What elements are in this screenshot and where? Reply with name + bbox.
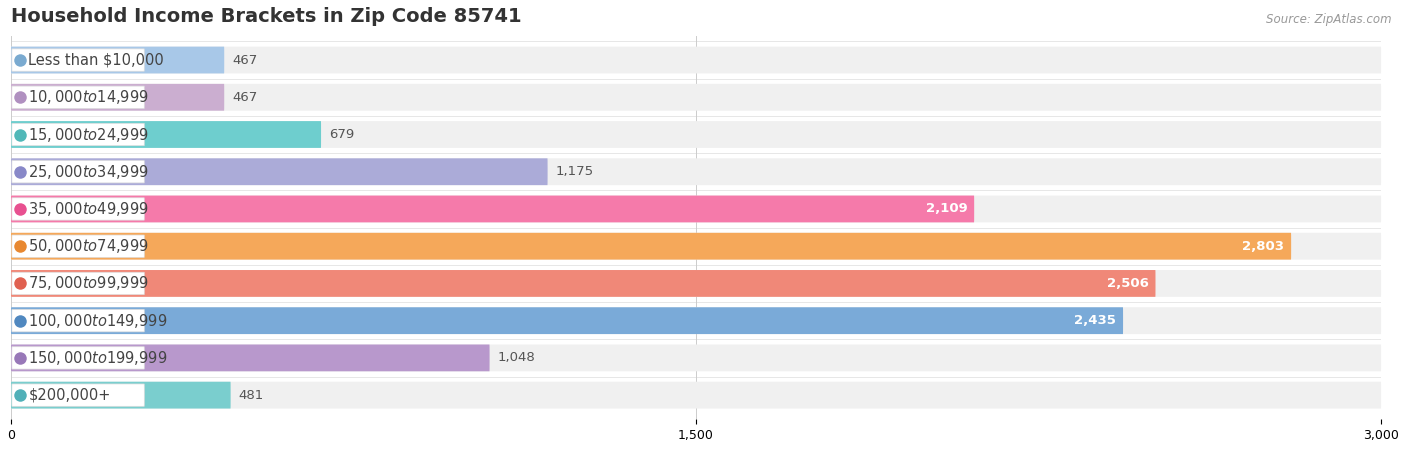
FancyBboxPatch shape — [11, 161, 145, 183]
Text: 467: 467 — [232, 91, 257, 104]
Text: $75,000 to $99,999: $75,000 to $99,999 — [28, 274, 149, 292]
Text: $15,000 to $24,999: $15,000 to $24,999 — [28, 126, 149, 144]
Text: $100,000 to $149,999: $100,000 to $149,999 — [28, 312, 167, 330]
Text: 2,435: 2,435 — [1074, 314, 1116, 327]
Text: $200,000+: $200,000+ — [28, 387, 111, 403]
Text: $150,000 to $199,999: $150,000 to $199,999 — [28, 349, 167, 367]
Text: $35,000 to $49,999: $35,000 to $49,999 — [28, 200, 149, 218]
FancyBboxPatch shape — [11, 158, 547, 185]
Text: Source: ZipAtlas.com: Source: ZipAtlas.com — [1267, 13, 1392, 26]
Text: $25,000 to $34,999: $25,000 to $34,999 — [28, 163, 149, 181]
Text: 679: 679 — [329, 128, 354, 141]
FancyBboxPatch shape — [11, 86, 145, 109]
FancyBboxPatch shape — [11, 235, 145, 257]
Text: 1,048: 1,048 — [498, 352, 536, 365]
FancyBboxPatch shape — [11, 233, 1381, 260]
FancyBboxPatch shape — [11, 384, 145, 406]
FancyBboxPatch shape — [11, 270, 1381, 297]
FancyBboxPatch shape — [11, 270, 1156, 297]
Text: 2,803: 2,803 — [1243, 240, 1284, 253]
Text: $50,000 to $74,999: $50,000 to $74,999 — [28, 237, 149, 255]
Text: 1,175: 1,175 — [555, 165, 593, 178]
FancyBboxPatch shape — [11, 382, 231, 409]
FancyBboxPatch shape — [11, 84, 224, 110]
FancyBboxPatch shape — [11, 307, 1381, 334]
Text: 467: 467 — [232, 53, 257, 66]
FancyBboxPatch shape — [11, 309, 145, 332]
Text: Less than $10,000: Less than $10,000 — [28, 53, 165, 67]
FancyBboxPatch shape — [11, 344, 1381, 371]
FancyBboxPatch shape — [11, 344, 489, 371]
FancyBboxPatch shape — [11, 158, 1381, 185]
Text: 2,506: 2,506 — [1107, 277, 1149, 290]
FancyBboxPatch shape — [11, 196, 974, 222]
FancyBboxPatch shape — [11, 307, 1123, 334]
FancyBboxPatch shape — [11, 382, 1381, 409]
FancyBboxPatch shape — [11, 84, 1381, 110]
FancyBboxPatch shape — [11, 47, 1381, 74]
Text: Household Income Brackets in Zip Code 85741: Household Income Brackets in Zip Code 85… — [11, 7, 522, 26]
FancyBboxPatch shape — [11, 49, 145, 71]
FancyBboxPatch shape — [11, 121, 1381, 148]
FancyBboxPatch shape — [11, 121, 321, 148]
Text: 481: 481 — [239, 389, 264, 402]
Text: $10,000 to $14,999: $10,000 to $14,999 — [28, 88, 149, 106]
FancyBboxPatch shape — [11, 198, 145, 220]
FancyBboxPatch shape — [11, 347, 145, 369]
FancyBboxPatch shape — [11, 272, 145, 295]
FancyBboxPatch shape — [11, 47, 224, 74]
FancyBboxPatch shape — [11, 196, 1381, 222]
FancyBboxPatch shape — [11, 123, 145, 145]
FancyBboxPatch shape — [11, 233, 1291, 260]
Text: 2,109: 2,109 — [925, 202, 967, 216]
